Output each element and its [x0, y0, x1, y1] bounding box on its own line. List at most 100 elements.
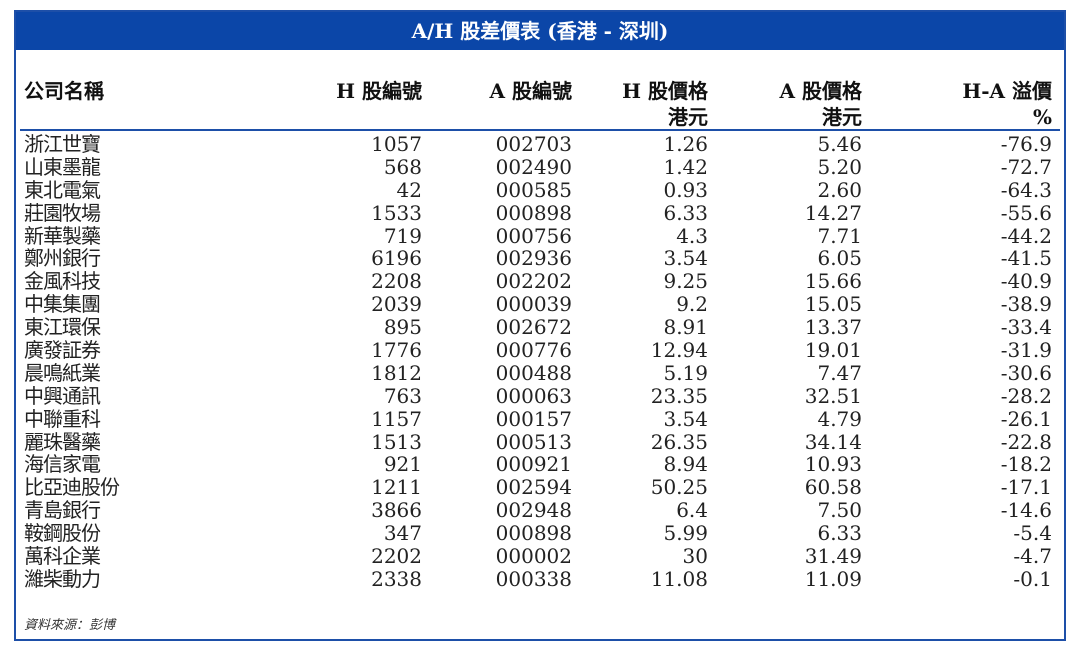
- table-row: 青島銀行 3866 002948 6.4 7.50 -14.6: [16, 499, 1064, 522]
- header-premium-unit: %: [1032, 105, 1052, 129]
- cell-premium: -55.6: [1000, 200, 1052, 225]
- cell-h-price: 23.35: [650, 383, 708, 408]
- cell-h-code: 568: [383, 154, 422, 179]
- cell-company-name: 鄭州銀行: [24, 246, 101, 271]
- cell-premium: -76.9: [1000, 132, 1052, 156]
- cell-a-price: 7.71: [817, 223, 862, 248]
- cell-a-code: 002490: [495, 154, 572, 179]
- cell-h-code: 921: [383, 452, 422, 477]
- table-title: A/H 股差價表 (香港 - 深圳): [16, 12, 1064, 50]
- cell-h-code: 1513: [371, 429, 422, 454]
- header-h-price-label: H 股價格: [622, 79, 708, 103]
- cell-h-price: 5.19: [663, 360, 708, 385]
- cell-h-price: 3.54: [663, 406, 708, 431]
- cell-company-name: 萬科企業: [24, 544, 101, 569]
- cell-h-price: 6.33: [663, 200, 708, 225]
- header-divider: [20, 129, 1060, 131]
- cell-a-code: 002703: [495, 132, 572, 156]
- table-row: 海信家電 921 000921 8.94 10.93 -18.2: [16, 453, 1064, 476]
- cell-h-code: 1057: [371, 132, 422, 156]
- cell-premium: -64.3: [1000, 177, 1052, 202]
- table-row: 麗珠醫藥 1513 000513 26.35 34.14 -22.8: [16, 429, 1064, 454]
- cell-h-price: 3.54: [663, 246, 708, 271]
- cell-premium: -5.4: [1013, 521, 1052, 546]
- cell-premium: -28.2: [1000, 383, 1052, 408]
- header-a-code: A 股編號: [489, 79, 572, 103]
- cell-company-name: 東北電氣: [24, 177, 101, 202]
- cell-a-code: 000157: [495, 406, 572, 431]
- cell-premium: -33.4: [1000, 315, 1052, 340]
- cell-h-price: 50.25: [650, 475, 708, 500]
- cell-a-price: 34.14: [804, 429, 862, 454]
- cell-a-code: 002672: [495, 315, 572, 340]
- cell-company-name: 山東墨龍: [24, 154, 101, 179]
- cell-h-code: 1776: [371, 338, 422, 363]
- cell-a-price: 15.05: [804, 292, 862, 317]
- cell-h-price: 30: [682, 544, 708, 569]
- cell-premium: -22.8: [1000, 429, 1052, 454]
- header-a-price-label: A 股價格: [779, 79, 862, 103]
- cell-a-code: 002948: [495, 498, 572, 523]
- table-row: 晨鳴紙業 1812 000488 5.19 7.47 -30.6: [16, 362, 1064, 385]
- cell-h-code: 1812: [371, 360, 422, 385]
- cell-a-code: 000039: [495, 292, 572, 317]
- cell-h-code: 2039: [371, 292, 422, 317]
- cell-company-name: 比亞迪股份: [24, 475, 120, 500]
- cell-company-name: 中興通訊: [24, 383, 101, 408]
- cell-a-price: 60.58: [804, 475, 862, 500]
- ah-premium-table: A/H 股差價表 (香港 - 深圳) 公司名稱 H 股編號 A 股編號 H 股價…: [14, 10, 1066, 641]
- table-body: 浙江世寶 1057 002703 1.26 5.46 -76.9 山東墨龍 568 002490…: [16, 133, 1064, 591]
- cell-a-code: 002936: [495, 246, 572, 271]
- header-a-price: A 股價格 港元: [780, 78, 862, 130]
- cell-h-price: 8.91: [663, 315, 708, 340]
- cell-a-price: 31.49: [804, 544, 862, 569]
- cell-a-code: 000898: [495, 521, 572, 546]
- cell-company-name: 金風科技: [24, 269, 101, 294]
- cell-premium: -72.7: [1000, 154, 1052, 179]
- header-premium-label: H-A 溢價: [962, 79, 1052, 103]
- cell-a-code: 000756: [495, 223, 572, 248]
- cell-a-price: 32.51: [804, 383, 862, 408]
- cell-a-price: 5.20: [817, 154, 862, 179]
- table-row: 新華製藥 719 000756 4.3 7.71 -44.2: [16, 223, 1064, 248]
- cell-company-name: 中聯重科: [24, 406, 101, 431]
- table-row: 廣發証券 1776 000776 12.94 19.01 -31.9: [16, 339, 1064, 362]
- cell-h-price: 5.99: [663, 521, 708, 546]
- table-row: 金風科技 2208 002202 9.25 15.66 -40.9: [16, 270, 1064, 293]
- cell-h-price: 1.26: [663, 132, 708, 156]
- cell-h-price: 4.3: [676, 223, 708, 248]
- cell-premium: -38.9: [1000, 292, 1052, 317]
- header-h-price-unit: 港元: [668, 105, 708, 129]
- table-row: 東北電氣 42 000585 0.93 2.60 -64.3: [16, 177, 1064, 202]
- header-h-price: H 股價格 港元: [622, 78, 708, 130]
- cell-h-price: 1.42: [663, 154, 708, 179]
- cell-a-price: 6.05: [817, 246, 862, 271]
- table-row: 浙江世寶 1057 002703 1.26 5.46 -76.9: [16, 133, 1064, 156]
- cell-premium: -40.9: [1000, 269, 1052, 294]
- cell-premium: -30.6: [1000, 360, 1052, 385]
- header-a-price-unit: 港元: [822, 105, 862, 129]
- table-row: 鞍鋼股份 347 000898 5.99 6.33 -5.4: [16, 522, 1064, 545]
- cell-a-code: 000513: [495, 429, 572, 454]
- table-row: 莊園牧場 1533 000898 6.33 14.27 -55.6: [16, 200, 1064, 225]
- cell-premium: -26.1: [1000, 406, 1052, 431]
- cell-premium: -18.2: [1000, 452, 1052, 477]
- cell-company-name: 晨鳴紙業: [24, 360, 101, 385]
- cell-h-code: 347: [383, 521, 422, 546]
- cell-company-name: 濰柴動力: [24, 566, 101, 591]
- cell-company-name: 鞍鋼股份: [24, 521, 101, 546]
- cell-h-price: 6.4: [676, 498, 708, 523]
- header-h-code: H 股編號: [336, 79, 422, 103]
- cell-h-code: 1211: [371, 475, 422, 500]
- cell-h-price: 26.35: [650, 429, 708, 454]
- source-note: 資料來源：彭博: [24, 618, 116, 633]
- cell-a-code: 000898: [495, 200, 572, 225]
- cell-a-price: 19.01: [804, 338, 862, 363]
- table-row: 東江環保 895 002672 8.91 13.37 -33.4: [16, 316, 1064, 339]
- cell-a-code: 000338: [495, 566, 572, 591]
- cell-h-code: 2208: [371, 269, 422, 294]
- cell-a-price: 15.66: [804, 269, 862, 294]
- cell-a-code: 000063: [495, 383, 572, 408]
- cell-a-price: 7.50: [817, 498, 862, 523]
- cell-company-name: 麗珠醫藥: [24, 429, 101, 454]
